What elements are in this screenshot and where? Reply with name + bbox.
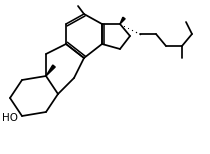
Polygon shape: [46, 65, 55, 76]
Polygon shape: [120, 17, 125, 24]
Text: HO: HO: [2, 113, 18, 123]
